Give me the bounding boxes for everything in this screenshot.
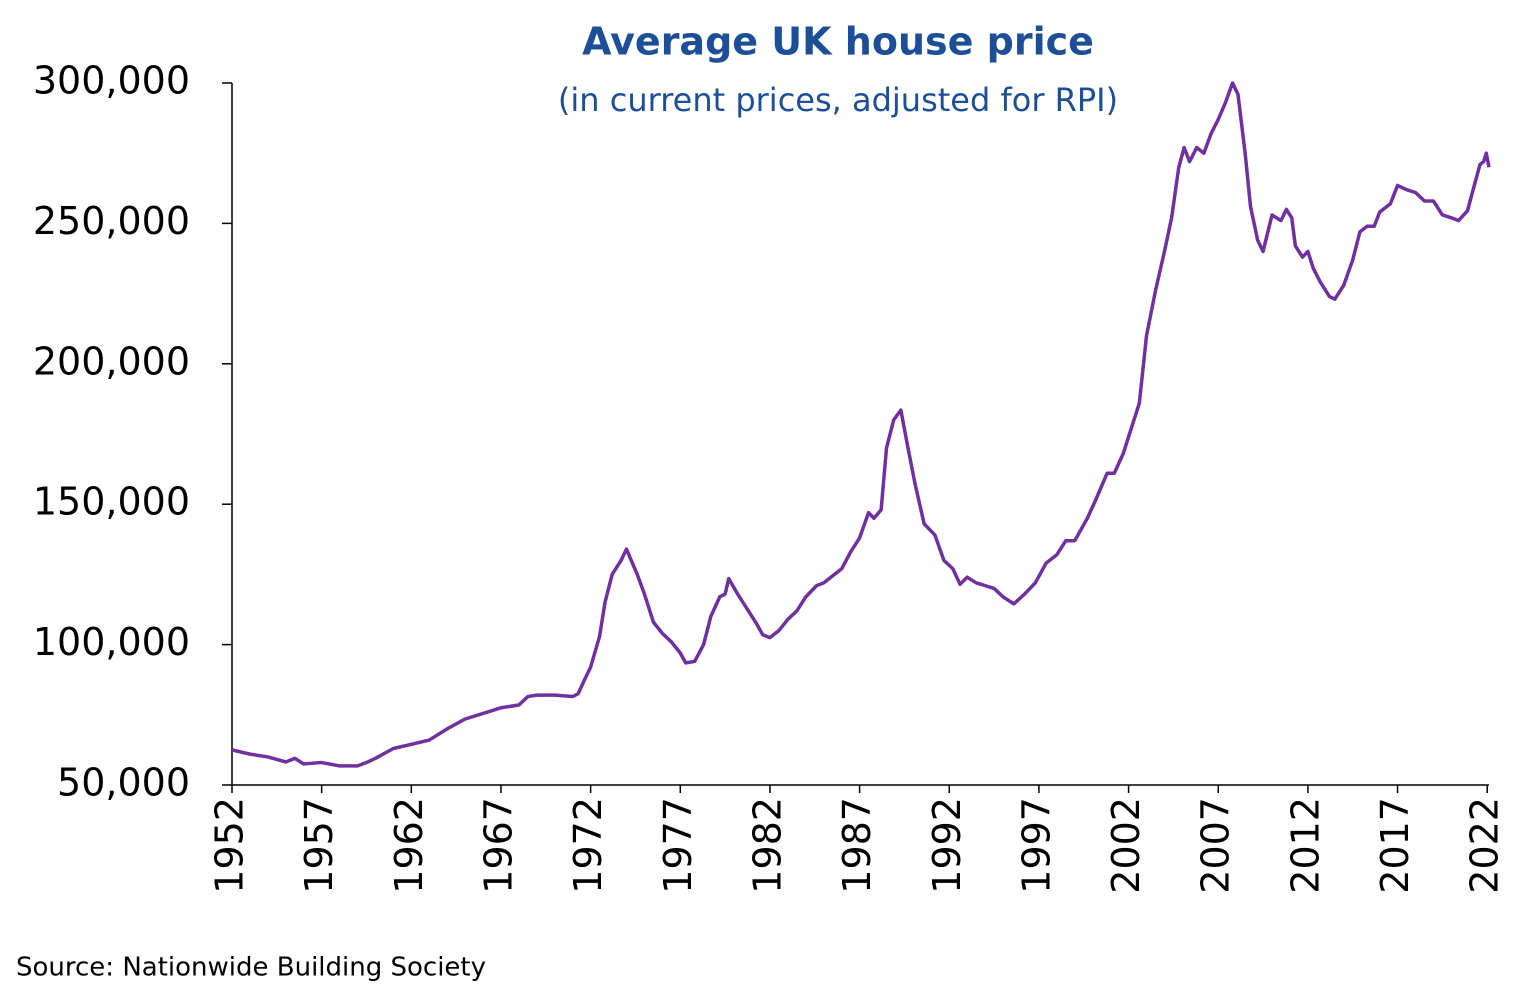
x-tick-label: 1992 [925,797,969,894]
chart-title: Average UK house price [582,20,1094,64]
y-tick-label: 100,000 [33,620,190,664]
chart-subtitle: (in current prices, adjusted for RPI) [558,81,1118,119]
x-tick-label: 1977 [656,797,700,894]
y-tick-label: 300,000 [33,59,190,103]
x-tick-label: 2007 [1194,797,1238,894]
x-tick-label: 2017 [1373,797,1417,894]
y-tick-label: 250,000 [33,199,190,243]
source-note: Source: Nationwide Building Society [16,953,486,983]
x-tick-label: 1957 [297,797,341,894]
x-tick-label: 1972 [566,797,610,894]
data-line [231,81,1491,768]
y-tick-label: 200,000 [33,339,190,383]
x-tick-label: 1987 [835,797,879,894]
y-tick-label: 150,000 [33,480,190,524]
x-tick-label: 2002 [1104,797,1148,894]
x-tick-label: 1952 [208,797,252,894]
x-tick-label: 1962 [387,797,431,894]
x-tick-label: 1982 [745,797,789,894]
x-tick-label: 1997 [1014,797,1058,894]
y-tick-label: 50,000 [57,761,190,805]
x-tick-label: 1967 [476,797,520,894]
x-tick-label: 2022 [1463,797,1507,894]
x-tick-label: 2012 [1283,797,1327,894]
